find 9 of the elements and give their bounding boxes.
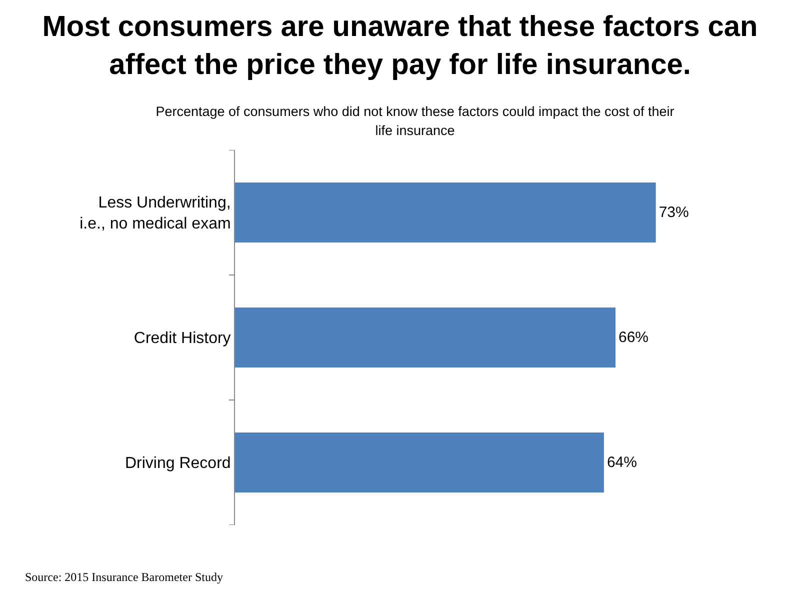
chart-title: Most consumers are unaware that these factors can affect the price they pay for life insurance. bbox=[41, 10, 759, 83]
data-label: 73% bbox=[658, 204, 689, 221]
y-tick-label: Driving Record bbox=[124, 455, 231, 472]
data-label: 66% bbox=[618, 329, 649, 346]
source-note: Source: 2015 Insurance Barometer Study bbox=[25, 570, 223, 585]
chart-subtitle: Percentage of consumers who did not know these factors could impact the cost of their life insurance bbox=[154, 103, 676, 140]
y-tick-label: Credit History bbox=[134, 330, 231, 348]
y-tick-label: Less Underwriting, i.e., no medical exam bbox=[80, 194, 231, 232]
data-label: 64% bbox=[606, 454, 637, 471]
